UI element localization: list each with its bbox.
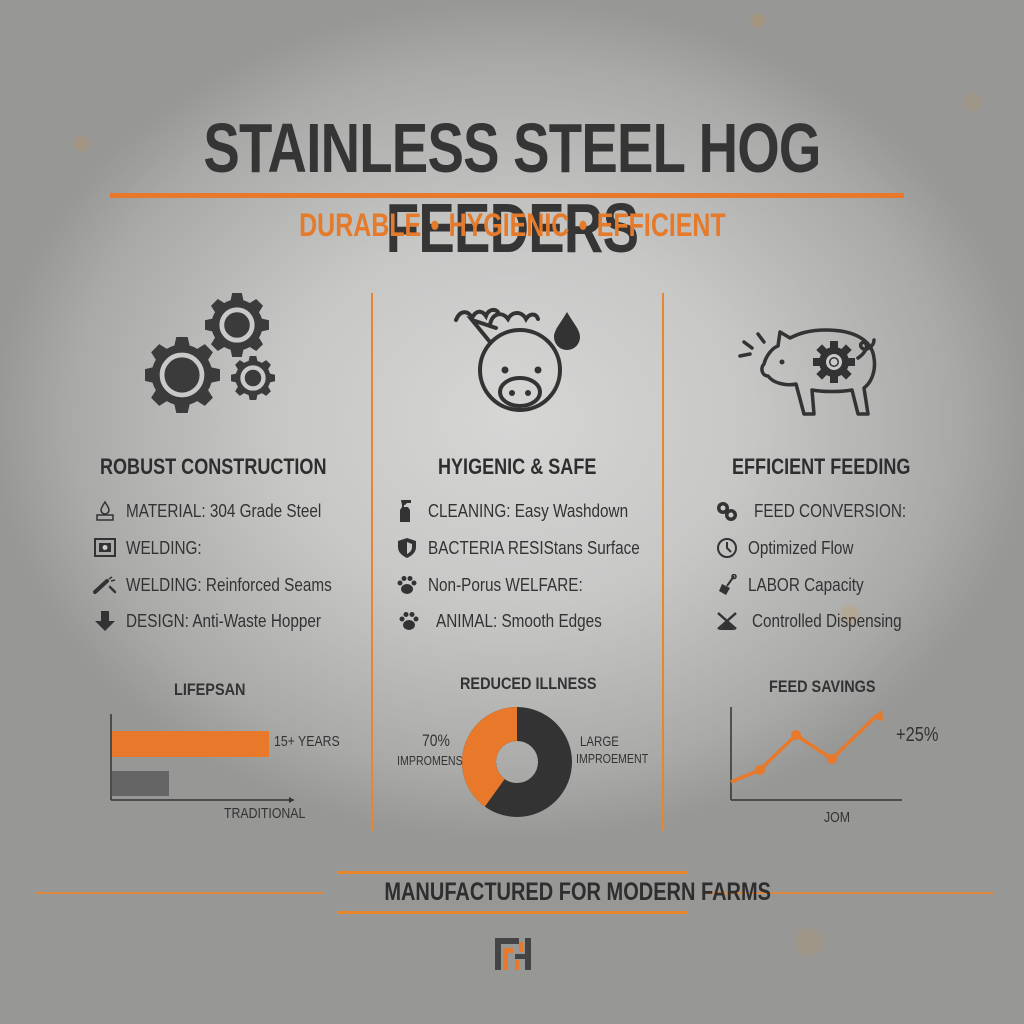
feature-item: WELDING: Reinforced Seams bbox=[92, 574, 368, 596]
feature-item: Optimized Flow bbox=[714, 537, 872, 559]
column-divider bbox=[371, 293, 373, 831]
donut-left-label: IMPROMENS bbox=[397, 753, 463, 768]
chart-title: LIFEPSAN bbox=[174, 680, 246, 699]
feature-item: BACTERIA RESIStans Surface bbox=[394, 537, 677, 559]
feature-text: Optimized Flow bbox=[748, 537, 854, 558]
tagline-item: EFFICIENT bbox=[596, 207, 726, 243]
feature-item: Controlled Dispensing bbox=[714, 610, 928, 632]
feature-text: MATERIAL: 304 Grade Steel bbox=[126, 500, 322, 521]
circuit-board-icon bbox=[92, 537, 118, 559]
arrow-down-icon bbox=[92, 610, 118, 632]
brand-logo: FH bbox=[493, 936, 539, 972]
chart-title: REDUCED ILLNESS bbox=[460, 674, 597, 693]
clock-icon bbox=[714, 537, 740, 559]
title-underline bbox=[110, 193, 904, 198]
footer-rule-top bbox=[338, 871, 688, 874]
footer-rule-left bbox=[35, 892, 323, 894]
feature-text: FEED CONVERSION: bbox=[754, 500, 907, 521]
bar-traditional bbox=[112, 771, 169, 796]
feature-text: Controlled Dispensing bbox=[752, 610, 902, 631]
axis-label: TRADITIONAL bbox=[224, 805, 306, 822]
column-heading: HYIGENIC & SAFE bbox=[438, 454, 597, 479]
feature-text: LABOR Capacity bbox=[748, 574, 864, 595]
donut-right-label-bottom: IMPROEMENT bbox=[576, 751, 649, 766]
dispenser-icon bbox=[714, 610, 740, 632]
tagline-item: HYGIENIC bbox=[448, 207, 569, 243]
footer-banner: MANUFACTURED FOR MODERN FARMS bbox=[384, 878, 771, 906]
donut-left-value: 70% bbox=[422, 731, 450, 750]
tagline-separator: • bbox=[430, 207, 439, 243]
paw-icon bbox=[396, 610, 422, 632]
footer-rule-bottom bbox=[338, 911, 688, 914]
gears-icon bbox=[144, 283, 280, 413]
bar-value-label: 15+ YEARS bbox=[274, 733, 340, 750]
page-title: STAINLESS STEEL HOG FEEDERS bbox=[203, 109, 821, 267]
feed-savings-line-chart bbox=[726, 705, 906, 805]
chart-title: FEED SAVINGS bbox=[769, 677, 876, 696]
shield-icon bbox=[394, 537, 420, 559]
feature-text: WELDING: bbox=[126, 537, 202, 558]
gears-icon bbox=[714, 500, 740, 522]
feature-text: ANIMAL: Smooth Edges bbox=[436, 610, 602, 631]
feature-text: BACTERIA RESIStans Surface bbox=[428, 537, 640, 558]
paw-icon bbox=[394, 574, 420, 596]
feature-text: Non-Porus WELFARE: bbox=[428, 574, 583, 595]
clean-pig-icon bbox=[450, 290, 590, 415]
feature-item: LABOR Capacity bbox=[714, 574, 884, 596]
feature-item: FEED CONVERSION: bbox=[714, 500, 933, 522]
feature-item: WELDING: bbox=[92, 537, 215, 559]
tagline: DURABLE • HYGIENIC • EFFICIENT bbox=[0, 207, 1024, 244]
tagline-item: DURABLE bbox=[298, 207, 421, 243]
feature-item: DESIGN: Anti-Waste Hopper bbox=[92, 610, 355, 632]
shovel-icon bbox=[714, 574, 740, 596]
bar-stainless bbox=[112, 731, 269, 757]
tagline-separator: • bbox=[578, 207, 587, 243]
column-heading: EFFICIENT FEEDING bbox=[732, 454, 911, 479]
donut-right-label-top: LARGE bbox=[580, 733, 619, 749]
material-icon bbox=[92, 500, 118, 522]
footer-rule-right bbox=[703, 892, 993, 894]
illness-donut-chart bbox=[462, 707, 572, 817]
welding-torch-icon bbox=[92, 574, 118, 596]
feature-text: CLEANING: Easy Washdown bbox=[428, 500, 629, 521]
spray-bottle-icon bbox=[394, 500, 420, 522]
axis-label: JOM bbox=[824, 809, 850, 826]
lifespan-bar-chart bbox=[104, 712, 294, 804]
feature-item: Non-Porus WELFARE: bbox=[394, 574, 610, 596]
pig-gear-icon bbox=[738, 322, 890, 422]
feature-text: DESIGN: Anti-Waste Hopper bbox=[126, 610, 322, 631]
savings-annotation: +25% bbox=[896, 724, 939, 746]
feature-item: ANIMAL: Smooth Edges bbox=[396, 610, 631, 632]
column-divider bbox=[662, 293, 664, 831]
feature-item: CLEANING: Easy Washdown bbox=[394, 500, 663, 522]
feature-text: WELDING: Reinforced Seams bbox=[126, 574, 332, 595]
column-heading: ROBUST CONSTRUCTION bbox=[100, 454, 327, 479]
feature-item: MATERIAL: 304 Grade Steel bbox=[92, 500, 356, 522]
